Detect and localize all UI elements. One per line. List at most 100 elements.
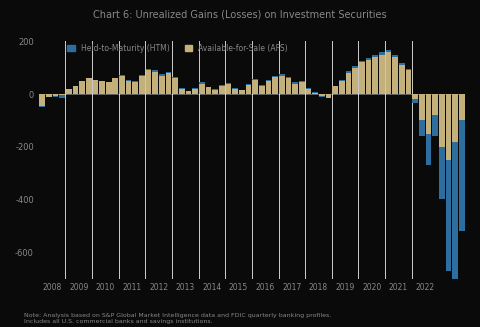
Bar [412, 99, 418, 103]
Bar [119, 75, 125, 76]
Bar [206, 87, 211, 88]
Bar [179, 88, 185, 89]
Bar [39, 106, 45, 107]
Bar [379, 55, 384, 94]
Bar [192, 88, 198, 89]
Bar [432, 94, 438, 115]
Bar [279, 74, 285, 76]
Bar [213, 90, 218, 94]
Bar [372, 55, 378, 57]
Bar [385, 50, 391, 52]
Bar [52, 94, 58, 96]
Bar [146, 69, 152, 70]
Bar [86, 78, 92, 94]
Bar [359, 60, 365, 62]
Bar [219, 86, 225, 94]
Bar [66, 89, 72, 94]
Bar [126, 80, 132, 81]
Bar [272, 76, 278, 77]
Bar [385, 52, 391, 94]
Bar [166, 72, 171, 73]
Bar [219, 85, 225, 86]
Bar [286, 77, 291, 78]
Bar [39, 94, 45, 106]
Bar [459, 94, 465, 120]
Bar [126, 81, 132, 94]
Bar [272, 77, 278, 94]
Bar [226, 83, 231, 94]
Bar [399, 65, 405, 94]
Bar [232, 89, 238, 94]
Bar [299, 82, 305, 94]
Bar [312, 93, 318, 94]
Bar [426, 134, 431, 165]
Bar [99, 81, 105, 94]
Bar [325, 94, 331, 98]
Bar [332, 86, 338, 94]
Bar [52, 96, 58, 97]
Bar [366, 60, 371, 94]
Bar [252, 78, 258, 79]
Bar [379, 52, 384, 55]
Bar [439, 94, 444, 147]
Bar [432, 115, 438, 136]
Bar [252, 79, 258, 94]
Bar [286, 78, 291, 94]
Bar [366, 58, 371, 60]
Bar [239, 90, 245, 94]
Bar [199, 83, 205, 94]
Bar [259, 85, 264, 86]
Bar [139, 76, 145, 94]
Bar [146, 70, 152, 94]
Bar [119, 76, 125, 94]
Bar [419, 94, 424, 120]
Bar [426, 94, 431, 134]
Bar [406, 69, 411, 70]
Bar [266, 80, 271, 81]
Bar [306, 88, 312, 89]
Bar [153, 70, 158, 72]
Bar [452, 142, 458, 286]
Bar [339, 80, 345, 81]
Legend: Held-to-Maturity (HTM), Available-for-Sale (AFS): Held-to-Maturity (HTM), Available-for-Sa… [64, 41, 291, 56]
Bar [186, 91, 192, 92]
Bar [246, 85, 252, 94]
Bar [352, 66, 358, 68]
Bar [199, 82, 205, 83]
Bar [352, 68, 358, 94]
Bar [459, 120, 465, 231]
Bar [166, 73, 171, 94]
Bar [206, 88, 211, 94]
Bar [192, 89, 198, 94]
Bar [172, 78, 178, 94]
Bar [179, 89, 185, 94]
Bar [279, 76, 285, 94]
Bar [419, 120, 424, 136]
Bar [106, 82, 111, 94]
Bar [259, 86, 264, 94]
Bar [292, 82, 298, 83]
Bar [346, 73, 351, 94]
Bar [93, 79, 98, 94]
Bar [339, 81, 345, 94]
Bar [186, 92, 192, 94]
Bar [445, 94, 451, 160]
Bar [153, 72, 158, 94]
Bar [246, 84, 252, 85]
Bar [59, 94, 65, 95]
Bar [392, 57, 398, 94]
Bar [406, 70, 411, 94]
Bar [266, 81, 271, 94]
Bar [292, 83, 298, 94]
Bar [319, 94, 324, 97]
Bar [452, 94, 458, 142]
Bar [213, 89, 218, 90]
Bar [312, 92, 318, 93]
Bar [139, 75, 145, 76]
Bar [112, 78, 118, 94]
Bar [72, 86, 78, 94]
Bar [412, 94, 418, 99]
Text: Chart 6: Unrealized Gains (Losses) on Investment Securities: Chart 6: Unrealized Gains (Losses) on In… [93, 10, 387, 20]
Bar [346, 71, 351, 73]
Bar [439, 147, 444, 199]
